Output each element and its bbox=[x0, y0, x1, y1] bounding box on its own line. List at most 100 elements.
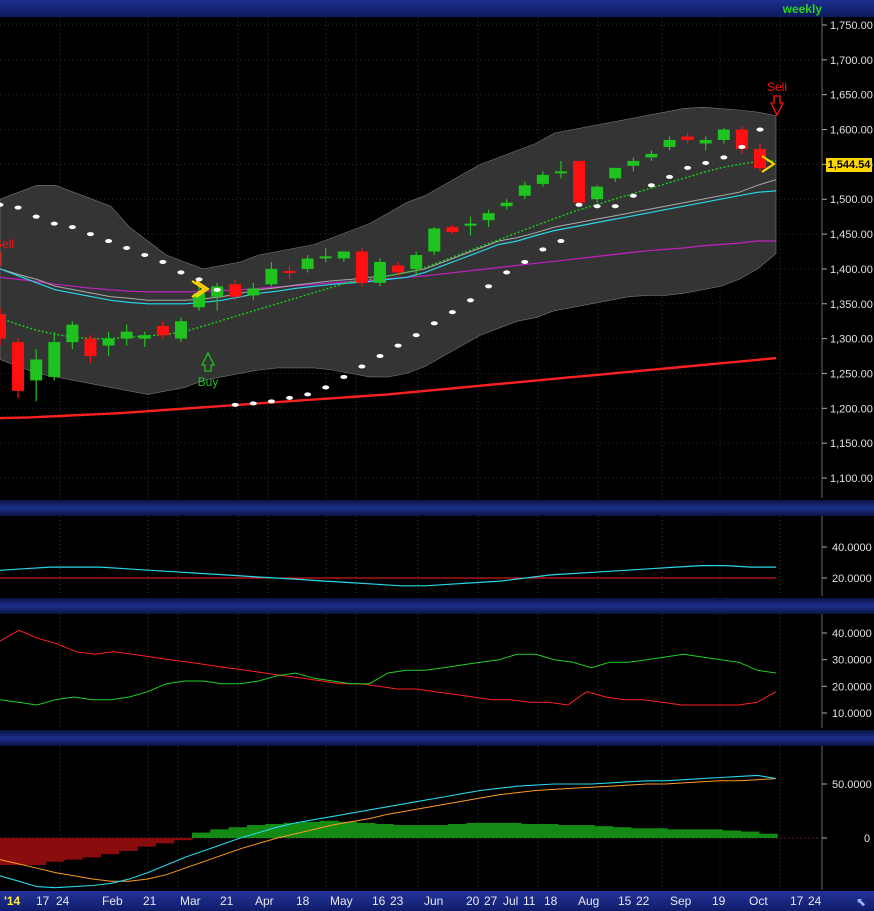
chevron-right-icon bbox=[761, 155, 776, 173]
candle-body bbox=[48, 342, 61, 377]
candle-body bbox=[573, 160, 586, 203]
candle-body bbox=[428, 228, 441, 252]
y-tick-label: 1,400.00 bbox=[830, 264, 873, 276]
histogram-bar bbox=[393, 825, 412, 838]
y-tick-label: 0 bbox=[864, 833, 870, 845]
sar-dot bbox=[267, 399, 275, 404]
candle-body bbox=[337, 251, 350, 259]
y-tick-label: 20.0000 bbox=[832, 681, 872, 693]
panel-background bbox=[0, 516, 822, 596]
candle-body bbox=[84, 338, 97, 357]
sar-dot bbox=[304, 392, 312, 397]
sma-long-line bbox=[0, 356, 777, 420]
histogram-bar bbox=[612, 827, 632, 838]
sar-dot bbox=[213, 287, 221, 292]
histogram-bar bbox=[704, 829, 723, 838]
candle-body bbox=[247, 288, 260, 296]
histogram-bar bbox=[722, 830, 742, 838]
histogram-bar bbox=[338, 821, 358, 838]
y-tick-label: 1,650.00 bbox=[830, 90, 873, 102]
histogram-bar bbox=[0, 838, 10, 865]
candle-body bbox=[446, 227, 459, 232]
x-tick-label: Oct bbox=[749, 894, 768, 908]
y-tick-label: 1,300.00 bbox=[830, 334, 873, 346]
panel-separator[interactable] bbox=[0, 730, 874, 746]
sar-dot bbox=[738, 144, 746, 149]
y-tick-label: 1,600.00 bbox=[830, 125, 873, 137]
x-tick-label: 24 bbox=[808, 894, 822, 908]
candle-body bbox=[265, 268, 278, 285]
candle-body bbox=[663, 139, 676, 147]
sar-dot bbox=[231, 402, 239, 407]
sar-dot bbox=[684, 165, 692, 170]
sar-dot bbox=[593, 204, 601, 209]
sar-dot bbox=[358, 364, 366, 369]
x-tick-label: May bbox=[330, 894, 353, 908]
panel-separator[interactable] bbox=[0, 598, 874, 614]
y-tick-label: 10.0000 bbox=[832, 708, 872, 720]
x-tick-label: 24 bbox=[56, 894, 70, 908]
sar-dot bbox=[720, 155, 728, 160]
panel-separator[interactable] bbox=[0, 500, 874, 516]
x-tick-label: 16 bbox=[372, 894, 386, 908]
histogram-bar bbox=[283, 822, 303, 838]
candle-body bbox=[319, 256, 332, 259]
histogram-bar bbox=[9, 838, 28, 865]
sar-dot bbox=[629, 193, 637, 198]
arrow-icon[interactable]: ⬉ bbox=[855, 895, 866, 909]
histogram-bar bbox=[356, 822, 376, 838]
histogram-bar bbox=[27, 838, 47, 865]
sar-dot bbox=[195, 277, 203, 282]
candle-body bbox=[609, 167, 622, 179]
histogram-bar bbox=[740, 831, 760, 838]
sar-dot bbox=[611, 204, 619, 209]
timeframe-label[interactable]: weekly bbox=[782, 2, 822, 16]
y-tick-label: 1,350.00 bbox=[830, 299, 873, 311]
sar-dot bbox=[32, 214, 40, 219]
ma-cyan-line bbox=[0, 190, 777, 305]
sar-dot bbox=[394, 343, 402, 348]
x-tick-label: Mar bbox=[180, 894, 201, 908]
sar-dot bbox=[14, 205, 22, 210]
y-axis-background bbox=[822, 746, 874, 890]
candle-body bbox=[464, 223, 477, 226]
histogram-bar bbox=[210, 829, 230, 838]
buy-label: Buy bbox=[198, 375, 219, 389]
histogram-bar bbox=[265, 823, 284, 838]
buy-arrow-icon bbox=[200, 351, 216, 372]
x-tick-label: 19 bbox=[712, 894, 726, 908]
histogram-bar bbox=[502, 822, 522, 838]
x-tick-label: Aug bbox=[578, 894, 600, 908]
candle-body bbox=[681, 136, 694, 140]
sell-label: Sell bbox=[0, 237, 14, 251]
candle-body bbox=[12, 342, 25, 391]
candle-body bbox=[355, 251, 368, 283]
y-tick-label: 1,500.00 bbox=[830, 194, 873, 206]
candle-body bbox=[392, 265, 405, 273]
sar-dot bbox=[286, 395, 294, 400]
candle-body bbox=[374, 261, 386, 283]
signal-line bbox=[0, 778, 777, 882]
sar-dot bbox=[141, 252, 149, 257]
x-tick-label: 17 bbox=[790, 894, 804, 908]
macd-line bbox=[0, 774, 777, 889]
histogram-bar bbox=[539, 823, 559, 838]
histogram-bar bbox=[521, 823, 540, 838]
histogram-bar bbox=[82, 838, 102, 858]
histogram-bar bbox=[448, 823, 467, 838]
candle-body bbox=[66, 324, 79, 343]
y-tick-label: 1,150.00 bbox=[830, 438, 873, 450]
ma-gray-line bbox=[0, 179, 777, 301]
y-tick-label: 1,250.00 bbox=[830, 368, 873, 380]
histogram-bar bbox=[64, 838, 83, 860]
last-price-label: 1,544.54 bbox=[826, 158, 872, 172]
x-tick-label: Apr bbox=[255, 894, 274, 908]
x-tick-label: '14 bbox=[4, 894, 21, 908]
x-tick-label: 15 bbox=[618, 894, 632, 908]
x-tick-label: 11 bbox=[523, 894, 536, 908]
histogram-bar bbox=[411, 825, 431, 838]
sar-dot bbox=[86, 232, 94, 237]
histogram-bar bbox=[758, 833, 778, 838]
candle-body bbox=[699, 139, 712, 144]
candle-body bbox=[229, 284, 242, 297]
